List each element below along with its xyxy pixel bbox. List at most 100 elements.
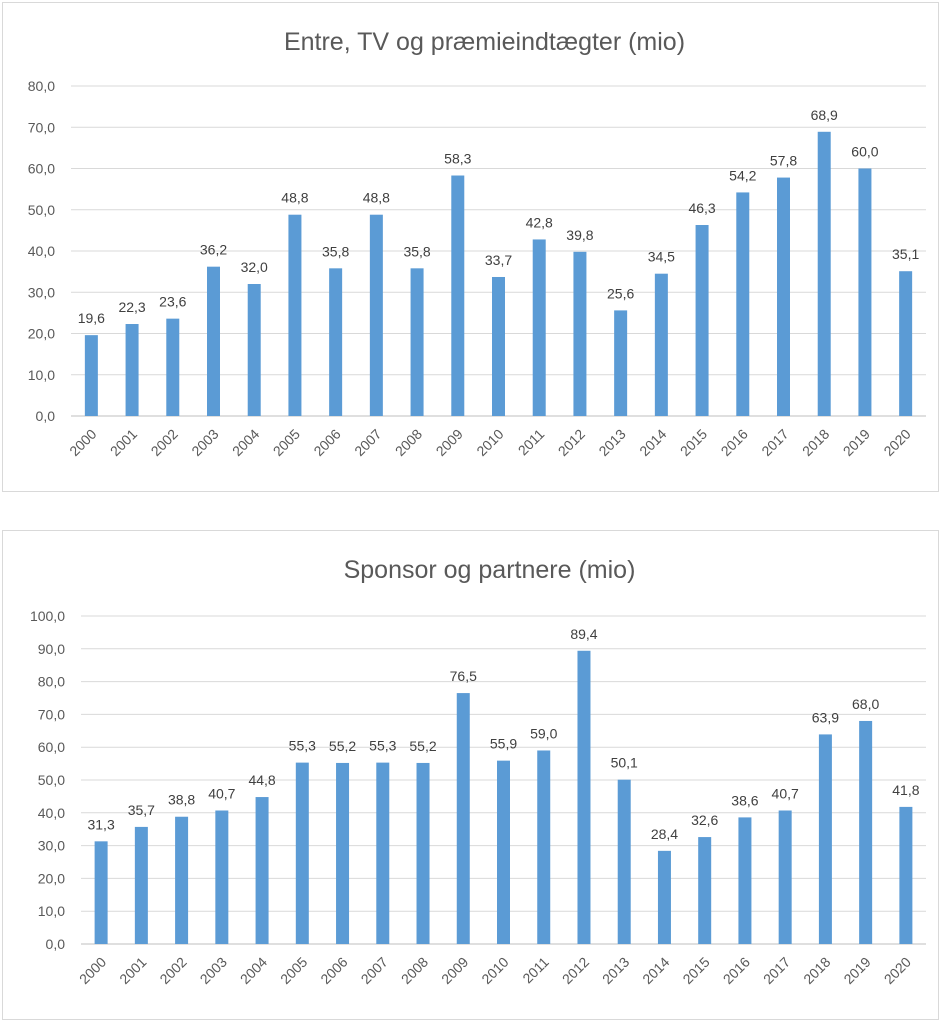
entre-tv-y-tick-label: 0,0 [36, 408, 56, 424]
sponsor-data-label-2005: 55,3 [289, 738, 316, 754]
entre-tv-x-tick-label-2015: 2015 [677, 426, 710, 459]
entre-tv-x-tick-label-2007: 2007 [351, 426, 384, 459]
sponsor-y-tick-label: 30,0 [38, 838, 65, 854]
entre-tv-x-tick-label-2020: 2020 [880, 426, 913, 459]
entre-tv-bar-2004 [247, 284, 261, 416]
sponsor-data-label-2002: 38,8 [168, 792, 195, 808]
sponsor-y-tick-label: 50,0 [38, 772, 65, 788]
sponsor-y-tick-label: 0,0 [46, 936, 66, 952]
sponsor-x-tick-label-2000: 2000 [76, 954, 109, 987]
entre-tv-data-label-2005: 48,8 [281, 190, 308, 206]
sponsor-x-tick-label-2001: 2001 [116, 954, 149, 987]
sponsor-x-tick-label-2012: 2012 [559, 954, 592, 987]
sponsor-bar-2016 [738, 817, 752, 944]
entre-tv-data-label-2019: 60,0 [851, 144, 878, 160]
sponsor-bar-2007 [376, 762, 390, 944]
entre-tv-data-label-2014: 34,5 [648, 249, 675, 265]
sponsor-bar-2010 [497, 760, 510, 944]
sponsor-data-label-2018: 63,9 [812, 709, 839, 725]
sponsor-x-tick-label-2004: 2004 [237, 954, 270, 987]
sponsor-bar-2003 [215, 810, 229, 944]
sponsor-data-label-2004: 44,8 [248, 772, 275, 788]
entre-tv-bar-2005 [288, 214, 302, 416]
sponsor-bar-2011 [537, 750, 551, 944]
entre-tv-bar-2014 [654, 273, 668, 416]
entre-tv-x-tick-label-2012: 2012 [555, 426, 588, 459]
sponsor-bar-2001 [134, 826, 148, 944]
sponsor-y-tick-label: 100,0 [30, 608, 65, 624]
sponsor-bar-2006 [336, 762, 350, 944]
entre-tv-bar-2000 [84, 335, 98, 416]
sponsor-x-tick-label-2013: 2013 [599, 954, 632, 987]
entre-tv-chart-title: Entre, TV og præmieindtægter (mio) [284, 28, 685, 56]
entre-tv-data-label-2007: 48,8 [363, 190, 390, 206]
sponsor-y-tick-label: 90,0 [38, 641, 65, 657]
entre-tv-bar-2017 [777, 177, 790, 416]
sponsor-data-label-2001: 35,7 [128, 802, 155, 818]
sponsor-y-tick-label: 40,0 [38, 805, 65, 821]
sponsor-data-label-2014: 28,4 [651, 826, 678, 842]
sponsor-x-tick-label-2008: 2008 [398, 954, 431, 987]
entre-tv-data-label-2017: 57,8 [770, 153, 797, 169]
entre-tv-x-tick-label-2018: 2018 [799, 426, 832, 459]
entre-tv-x-tick-label-2005: 2005 [270, 426, 303, 459]
sponsor-data-label-2012: 89,4 [570, 626, 597, 642]
entre-tv-x-tick-label-2013: 2013 [595, 426, 628, 459]
sponsor-x-tick-label-2009: 2009 [438, 954, 471, 987]
entre-tv-bar-2016 [736, 192, 750, 416]
sponsor-bar-2009 [456, 693, 470, 944]
entre-tv-x-tick-label-2004: 2004 [229, 426, 262, 459]
entre-tv-x-tick-label-2002: 2002 [148, 426, 181, 459]
sponsor-chart-title: Sponsor og partnere (mio) [344, 556, 636, 584]
sponsor-data-label-2000: 31,3 [87, 816, 114, 832]
sponsor-bar-2000 [94, 841, 108, 944]
entre-tv-data-label-2016: 54,2 [729, 167, 756, 183]
sponsor-bar-2008 [416, 762, 430, 944]
entre-tv-data-label-2004: 32,0 [241, 259, 268, 275]
sponsor-bar-2015 [698, 837, 712, 944]
entre-tv-data-label-2020: 35,1 [892, 246, 919, 262]
sponsor-y-tick-label: 60,0 [38, 739, 65, 755]
entre-tv-data-label-2002: 23,6 [159, 294, 186, 310]
sponsor-bar-2020 [899, 806, 913, 944]
entre-tv-bar-2012 [573, 251, 587, 416]
sponsor-data-label-2008: 55,2 [409, 738, 436, 754]
sponsor-y-tick-label: 70,0 [38, 706, 65, 722]
sponsor-bar-2012 [577, 650, 591, 944]
entre-tv-data-label-2012: 39,8 [566, 227, 593, 243]
entre-tv-x-tick-label-2001: 2001 [107, 426, 140, 459]
sponsor-x-tick-label-2007: 2007 [358, 954, 391, 987]
sponsor-bar-2002 [175, 816, 189, 944]
entre-tv-bar-2008 [410, 268, 424, 416]
sponsor-x-tick-label-2010: 2010 [478, 954, 511, 987]
sponsor-x-tick-label-2005: 2005 [277, 954, 310, 987]
entre-tv-data-label-2015: 46,3 [688, 200, 715, 216]
entre-tv-bar-2009 [451, 175, 465, 416]
entre-tv-y-tick-label: 20,0 [28, 326, 55, 342]
entre-tv-data-label-2001: 22,3 [118, 299, 145, 315]
entre-tv-x-tick-label-2010: 2010 [473, 426, 506, 459]
entre-tv-bar-2003 [207, 266, 220, 416]
sponsor-x-tick-label-2002: 2002 [156, 954, 189, 987]
sponsor-x-tick-label-2019: 2019 [840, 954, 873, 987]
entre-tv-bar-2015 [695, 225, 709, 416]
entre-tv-y-tick-label: 40,0 [28, 243, 55, 259]
entre-tv-bar-2020 [899, 271, 913, 416]
entre-tv-data-label-2013: 25,6 [607, 285, 634, 301]
sponsor-data-label-2010: 55,9 [490, 736, 517, 752]
entre-tv-y-tick-label: 60,0 [28, 161, 55, 177]
entre-tv-bar-2006 [329, 268, 343, 416]
entre-tv-x-tick-label-2003: 2003 [188, 426, 221, 459]
sponsor-x-tick-label-2003: 2003 [197, 954, 230, 987]
sponsor-data-label-2007: 55,3 [369, 738, 396, 754]
sponsor-data-label-2015: 32,6 [691, 812, 718, 828]
sponsor-x-tick-label-2016: 2016 [720, 954, 753, 987]
entre-tv-data-label-2000: 19,6 [78, 310, 105, 326]
entre-tv-bar-2002 [166, 318, 180, 416]
chart-panel-entre-tv: Entre, TV og præmieindtægter (mio) 0,0 10,… [2, 2, 939, 492]
entre-tv-x-tick-label-2008: 2008 [392, 426, 425, 459]
sponsor-data-label-2009: 76,5 [450, 668, 477, 684]
sponsor-bar-2019 [859, 720, 873, 944]
entre-tv-bar-2001 [125, 324, 139, 416]
sponsor-y-tick-label: 20,0 [38, 870, 65, 886]
